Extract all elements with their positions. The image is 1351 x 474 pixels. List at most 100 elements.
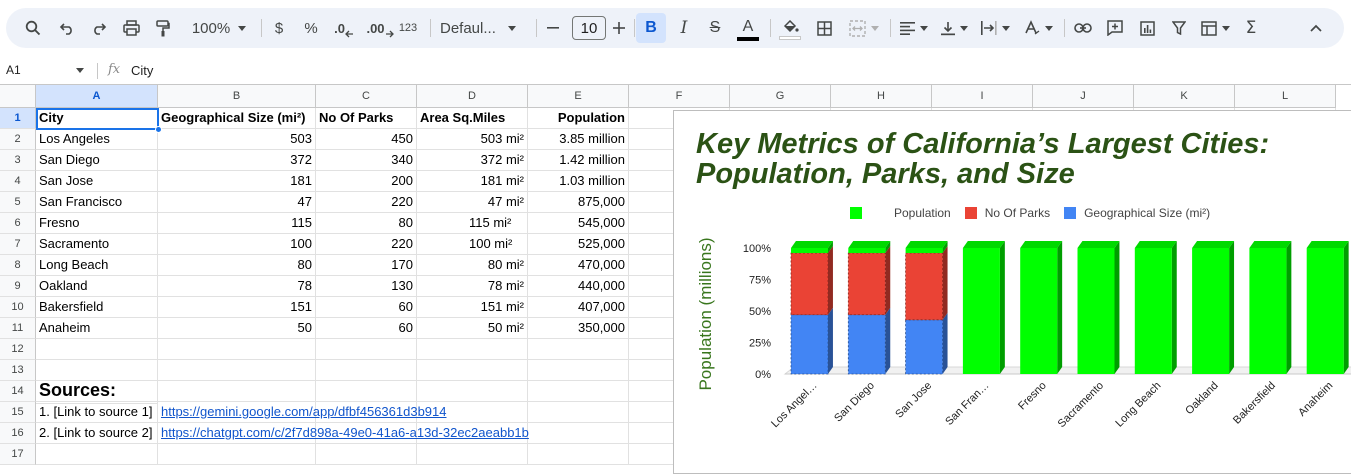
- empty-cell[interactable]: [316, 360, 417, 381]
- insert-chart-button[interactable]: [1134, 8, 1160, 48]
- empty-cell[interactable]: [528, 444, 629, 465]
- empty-cell[interactable]: [36, 444, 158, 465]
- source-link[interactable]: https://chatgpt.com/c/2f7d898a-49e0-41a6…: [158, 423, 529, 444]
- empty-cell[interactable]: [36, 381, 158, 402]
- empty-cell[interactable]: [528, 423, 629, 444]
- empty-cell[interactable]: [417, 360, 528, 381]
- source-url[interactable]: https://gemini.google.com/app/dfbf456361…: [161, 404, 447, 419]
- empty-cell[interactable]: [417, 423, 528, 444]
- data-cell[interactable]: 875,000: [528, 192, 629, 213]
- increase-decimal-button[interactable]: .00: [364, 8, 396, 48]
- bold-button[interactable]: B: [636, 13, 666, 43]
- font-family-select[interactable]: Defaul...: [440, 8, 524, 48]
- fill-handle[interactable]: [155, 126, 162, 133]
- data-cell[interactable]: 440,000: [528, 276, 629, 297]
- row-header-11[interactable]: 11: [0, 318, 36, 339]
- empty-cell[interactable]: [158, 339, 316, 360]
- data-cell[interactable]: 181: [158, 171, 316, 192]
- data-cell[interactable]: 545,000: [528, 213, 629, 234]
- source-link[interactable]: https://gemini.google.com/app/dfbf456361…: [158, 402, 447, 423]
- empty-cell[interactable]: [316, 423, 417, 444]
- insert-link-button[interactable]: [1068, 8, 1098, 48]
- empty-cell[interactable]: [36, 339, 158, 360]
- column-header-k[interactable]: K: [1134, 85, 1235, 108]
- column-header-l[interactable]: L: [1235, 85, 1336, 108]
- empty-cell[interactable]: [36, 360, 158, 381]
- column-header-h[interactable]: H: [831, 85, 932, 108]
- increase-font-size-button[interactable]: [610, 8, 628, 48]
- empty-cell[interactable]: [528, 360, 629, 381]
- row-header-1[interactable]: 1: [0, 108, 36, 129]
- empty-cell[interactable]: [316, 339, 417, 360]
- data-cell[interactable]: 1.03 million: [528, 171, 629, 192]
- city-cell[interactable]: Long Beach: [36, 255, 158, 276]
- print-icon[interactable]: [120, 8, 142, 48]
- data-cell[interactable]: 525,000: [528, 234, 629, 255]
- city-cell[interactable]: Los Angeles: [36, 129, 158, 150]
- empty-cell[interactable]: [417, 339, 528, 360]
- column-header-c[interactable]: C: [316, 85, 417, 108]
- source-url[interactable]: https://chatgpt.com/c/2f7d898a-49e0-41a6…: [161, 425, 529, 440]
- collapse-toolbar-button[interactable]: [1304, 8, 1328, 48]
- data-cell[interactable]: 503 mi²: [417, 129, 528, 150]
- row-header-5[interactable]: 5: [0, 192, 36, 213]
- header-cell[interactable]: No Of Parks: [316, 108, 417, 129]
- city-cell[interactable]: Bakersfield: [36, 297, 158, 318]
- embedded-chart[interactable]: Key Metrics of California’s Largest Citi…: [673, 110, 1351, 474]
- city-cell[interactable]: San Francisco: [36, 192, 158, 213]
- empty-cell[interactable]: [316, 381, 417, 402]
- data-cell[interactable]: 100: [158, 234, 316, 255]
- empty-cell[interactable]: [316, 444, 417, 465]
- data-cell[interactable]: 407,000: [528, 297, 629, 318]
- city-cell[interactable]: Oakland: [36, 276, 158, 297]
- data-cell[interactable]: 80: [316, 213, 417, 234]
- data-cell[interactable]: 220: [316, 192, 417, 213]
- row-header-3[interactable]: 3: [0, 150, 36, 171]
- select-all-corner[interactable]: [0, 85, 36, 108]
- column-header-a[interactable]: A: [36, 85, 158, 108]
- data-cell[interactable]: 80 mi²: [417, 255, 528, 276]
- zoom-select[interactable]: 100%: [184, 8, 254, 48]
- data-cell[interactable]: 503: [158, 129, 316, 150]
- column-header-f[interactable]: F: [629, 85, 730, 108]
- data-cell[interactable]: 220: [316, 234, 417, 255]
- data-cell[interactable]: 100 mi²: [417, 234, 528, 255]
- row-header-14[interactable]: 14: [0, 381, 36, 402]
- data-cell[interactable]: 200: [316, 171, 417, 192]
- paint-format-icon[interactable]: [152, 8, 174, 48]
- column-header-i[interactable]: I: [932, 85, 1033, 108]
- column-header-j[interactable]: J: [1033, 85, 1134, 108]
- data-cell[interactable]: 78: [158, 276, 316, 297]
- row-header-13[interactable]: 13: [0, 360, 36, 381]
- search-menus-icon[interactable]: [22, 8, 44, 48]
- name-box[interactable]: A1: [0, 58, 94, 84]
- header-cell[interactable]: City: [36, 108, 158, 129]
- empty-cell[interactable]: [528, 339, 629, 360]
- data-cell[interactable]: 470,000: [528, 255, 629, 276]
- column-header-d[interactable]: D: [417, 85, 528, 108]
- empty-cell[interactable]: [528, 381, 629, 402]
- empty-cell[interactable]: [158, 360, 316, 381]
- column-header-e[interactable]: E: [528, 85, 629, 108]
- row-header-12[interactable]: 12: [0, 339, 36, 360]
- vertical-align-button[interactable]: [936, 8, 972, 48]
- empty-cell[interactable]: [158, 381, 316, 402]
- header-cell[interactable]: Geographical Size (mi²): [158, 108, 316, 129]
- data-cell[interactable]: 115: [158, 213, 316, 234]
- horizontal-align-button[interactable]: [896, 8, 932, 48]
- data-cell[interactable]: 78 mi²: [417, 276, 528, 297]
- header-cell[interactable]: Population: [528, 108, 629, 129]
- insert-comment-button[interactable]: [1102, 8, 1128, 48]
- city-cell[interactable]: Fresno: [36, 213, 158, 234]
- data-cell[interactable]: 80: [158, 255, 316, 276]
- row-header-9[interactable]: 9: [0, 276, 36, 297]
- row-header-7[interactable]: 7: [0, 234, 36, 255]
- text-wrapping-button[interactable]: [976, 8, 1014, 48]
- empty-cell[interactable]: [417, 402, 528, 423]
- row-header-16[interactable]: 16: [0, 423, 36, 444]
- data-cell[interactable]: 130: [316, 276, 417, 297]
- row-header-17[interactable]: 17: [0, 444, 36, 465]
- fill-color-button[interactable]: [776, 8, 804, 48]
- empty-cell[interactable]: [417, 381, 528, 402]
- data-cell[interactable]: 47: [158, 192, 316, 213]
